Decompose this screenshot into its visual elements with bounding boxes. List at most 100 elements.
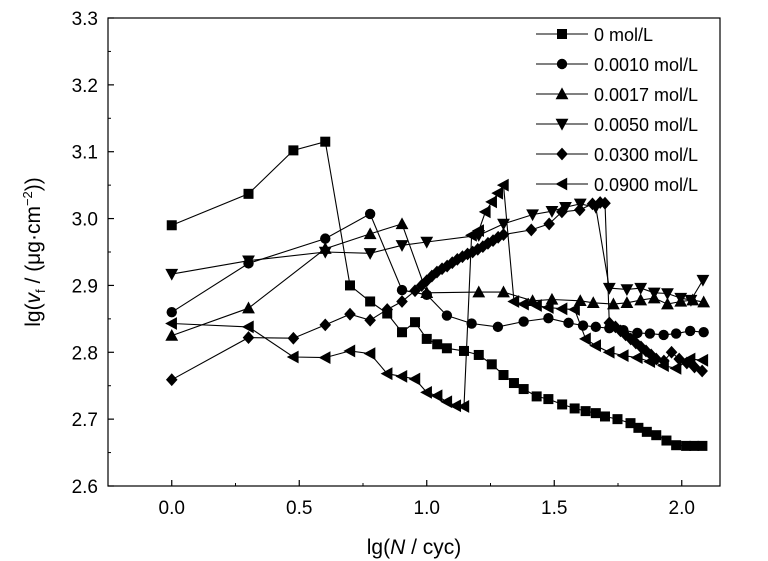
data-point <box>616 349 629 363</box>
data-point <box>644 328 656 339</box>
data-point <box>661 288 674 301</box>
data-point <box>688 360 701 374</box>
y-title-part: −2 <box>20 191 35 206</box>
data-point <box>634 293 648 306</box>
data-point <box>319 318 332 332</box>
data-point <box>498 370 509 381</box>
legend-label: 0.0010 mol/L <box>594 55 698 75</box>
legend-entry: 0.0010 mol/L <box>536 55 698 75</box>
data-point <box>440 395 453 409</box>
data-point <box>242 255 255 268</box>
y-title-part: / (μg·cm <box>22 206 45 289</box>
x-title-part: lg( <box>367 536 390 559</box>
data-point <box>446 256 459 270</box>
data-point <box>430 389 443 403</box>
data-point <box>508 378 519 389</box>
data-point <box>545 292 559 305</box>
data-point <box>633 422 644 433</box>
data-point <box>441 310 453 321</box>
legend-label: 0 mol/L <box>594 25 653 45</box>
legend-entry: 0.0050 mol/L <box>536 115 698 135</box>
y-tick-label: 3.0 <box>72 210 98 231</box>
legend-marker <box>557 29 567 39</box>
data-point <box>643 355 656 369</box>
data-point <box>624 332 637 346</box>
data-point <box>670 328 682 339</box>
data-point <box>287 331 300 345</box>
data-point <box>589 339 602 352</box>
data-point <box>242 331 255 344</box>
data-point <box>410 317 421 328</box>
data-point <box>241 320 254 334</box>
data-point <box>457 400 470 413</box>
x-tick-label: 0.0 <box>159 498 185 519</box>
x-axis-title: lg(N / cyc) <box>367 536 462 559</box>
data-point <box>318 351 331 365</box>
data-point <box>543 394 554 405</box>
data-point <box>684 294 698 307</box>
data-point <box>364 208 376 220</box>
data-point <box>541 301 554 314</box>
data-point <box>343 344 356 358</box>
data-point <box>344 280 355 291</box>
data-point <box>602 282 616 295</box>
series-5 <box>165 196 708 387</box>
legend-entry: 0.0900 mol/L <box>536 175 698 195</box>
data-point <box>586 296 600 309</box>
data-point <box>641 426 652 437</box>
data-point <box>397 327 408 338</box>
data-point <box>625 418 636 429</box>
legend-label: 0.0300 mol/L <box>594 145 698 165</box>
data-point <box>607 297 620 310</box>
data-point <box>396 295 408 308</box>
data-point <box>573 203 586 217</box>
data-point <box>436 262 448 276</box>
data-point <box>496 178 509 192</box>
data-point <box>432 339 443 350</box>
data-point <box>420 386 432 399</box>
data-point <box>395 240 409 252</box>
data-point <box>612 414 623 425</box>
data-point <box>166 306 177 318</box>
y-tick-label: 2.6 <box>72 477 98 498</box>
legend-marker <box>555 87 569 100</box>
y-tick-label: 2.8 <box>72 343 98 364</box>
legend-label: 0.0900 mol/L <box>594 175 698 195</box>
data-point <box>449 399 462 413</box>
data-point <box>420 236 434 249</box>
series-line <box>171 183 703 407</box>
data-point <box>421 333 432 344</box>
x-tick-label: 0.5 <box>286 498 312 519</box>
data-point <box>620 296 634 309</box>
data-point <box>530 299 542 312</box>
data-point <box>165 268 179 281</box>
x-title-part: N <box>390 536 406 559</box>
data-point <box>320 233 331 244</box>
data-point <box>696 364 708 378</box>
data-point <box>344 307 356 321</box>
data-point <box>599 411 610 422</box>
y-title-part: v <box>22 291 45 303</box>
data-point <box>472 285 486 298</box>
data-point <box>415 279 428 292</box>
legend-label: 0.0017 mol/L <box>594 85 698 105</box>
y-tick-label: 3.3 <box>72 9 98 30</box>
series-4 <box>165 198 710 307</box>
axes-layer: 0.0 0.5 1.0 1.5 2.0 2.6 2.7 2.8 2.9 3.0 3.1 3.2 3.3 <box>72 9 721 519</box>
data-point <box>396 284 408 296</box>
data-point <box>684 325 696 337</box>
data-point <box>286 350 299 364</box>
data-point <box>492 230 504 244</box>
data-point <box>657 359 669 373</box>
data-point <box>671 440 682 451</box>
data-point <box>165 317 177 330</box>
data-point <box>482 236 494 250</box>
data-point <box>318 246 332 259</box>
data-point <box>545 206 559 218</box>
data-point <box>165 328 179 341</box>
data-point <box>559 202 572 214</box>
data-point <box>590 321 602 333</box>
data-point <box>602 345 615 359</box>
data-point <box>697 440 708 451</box>
